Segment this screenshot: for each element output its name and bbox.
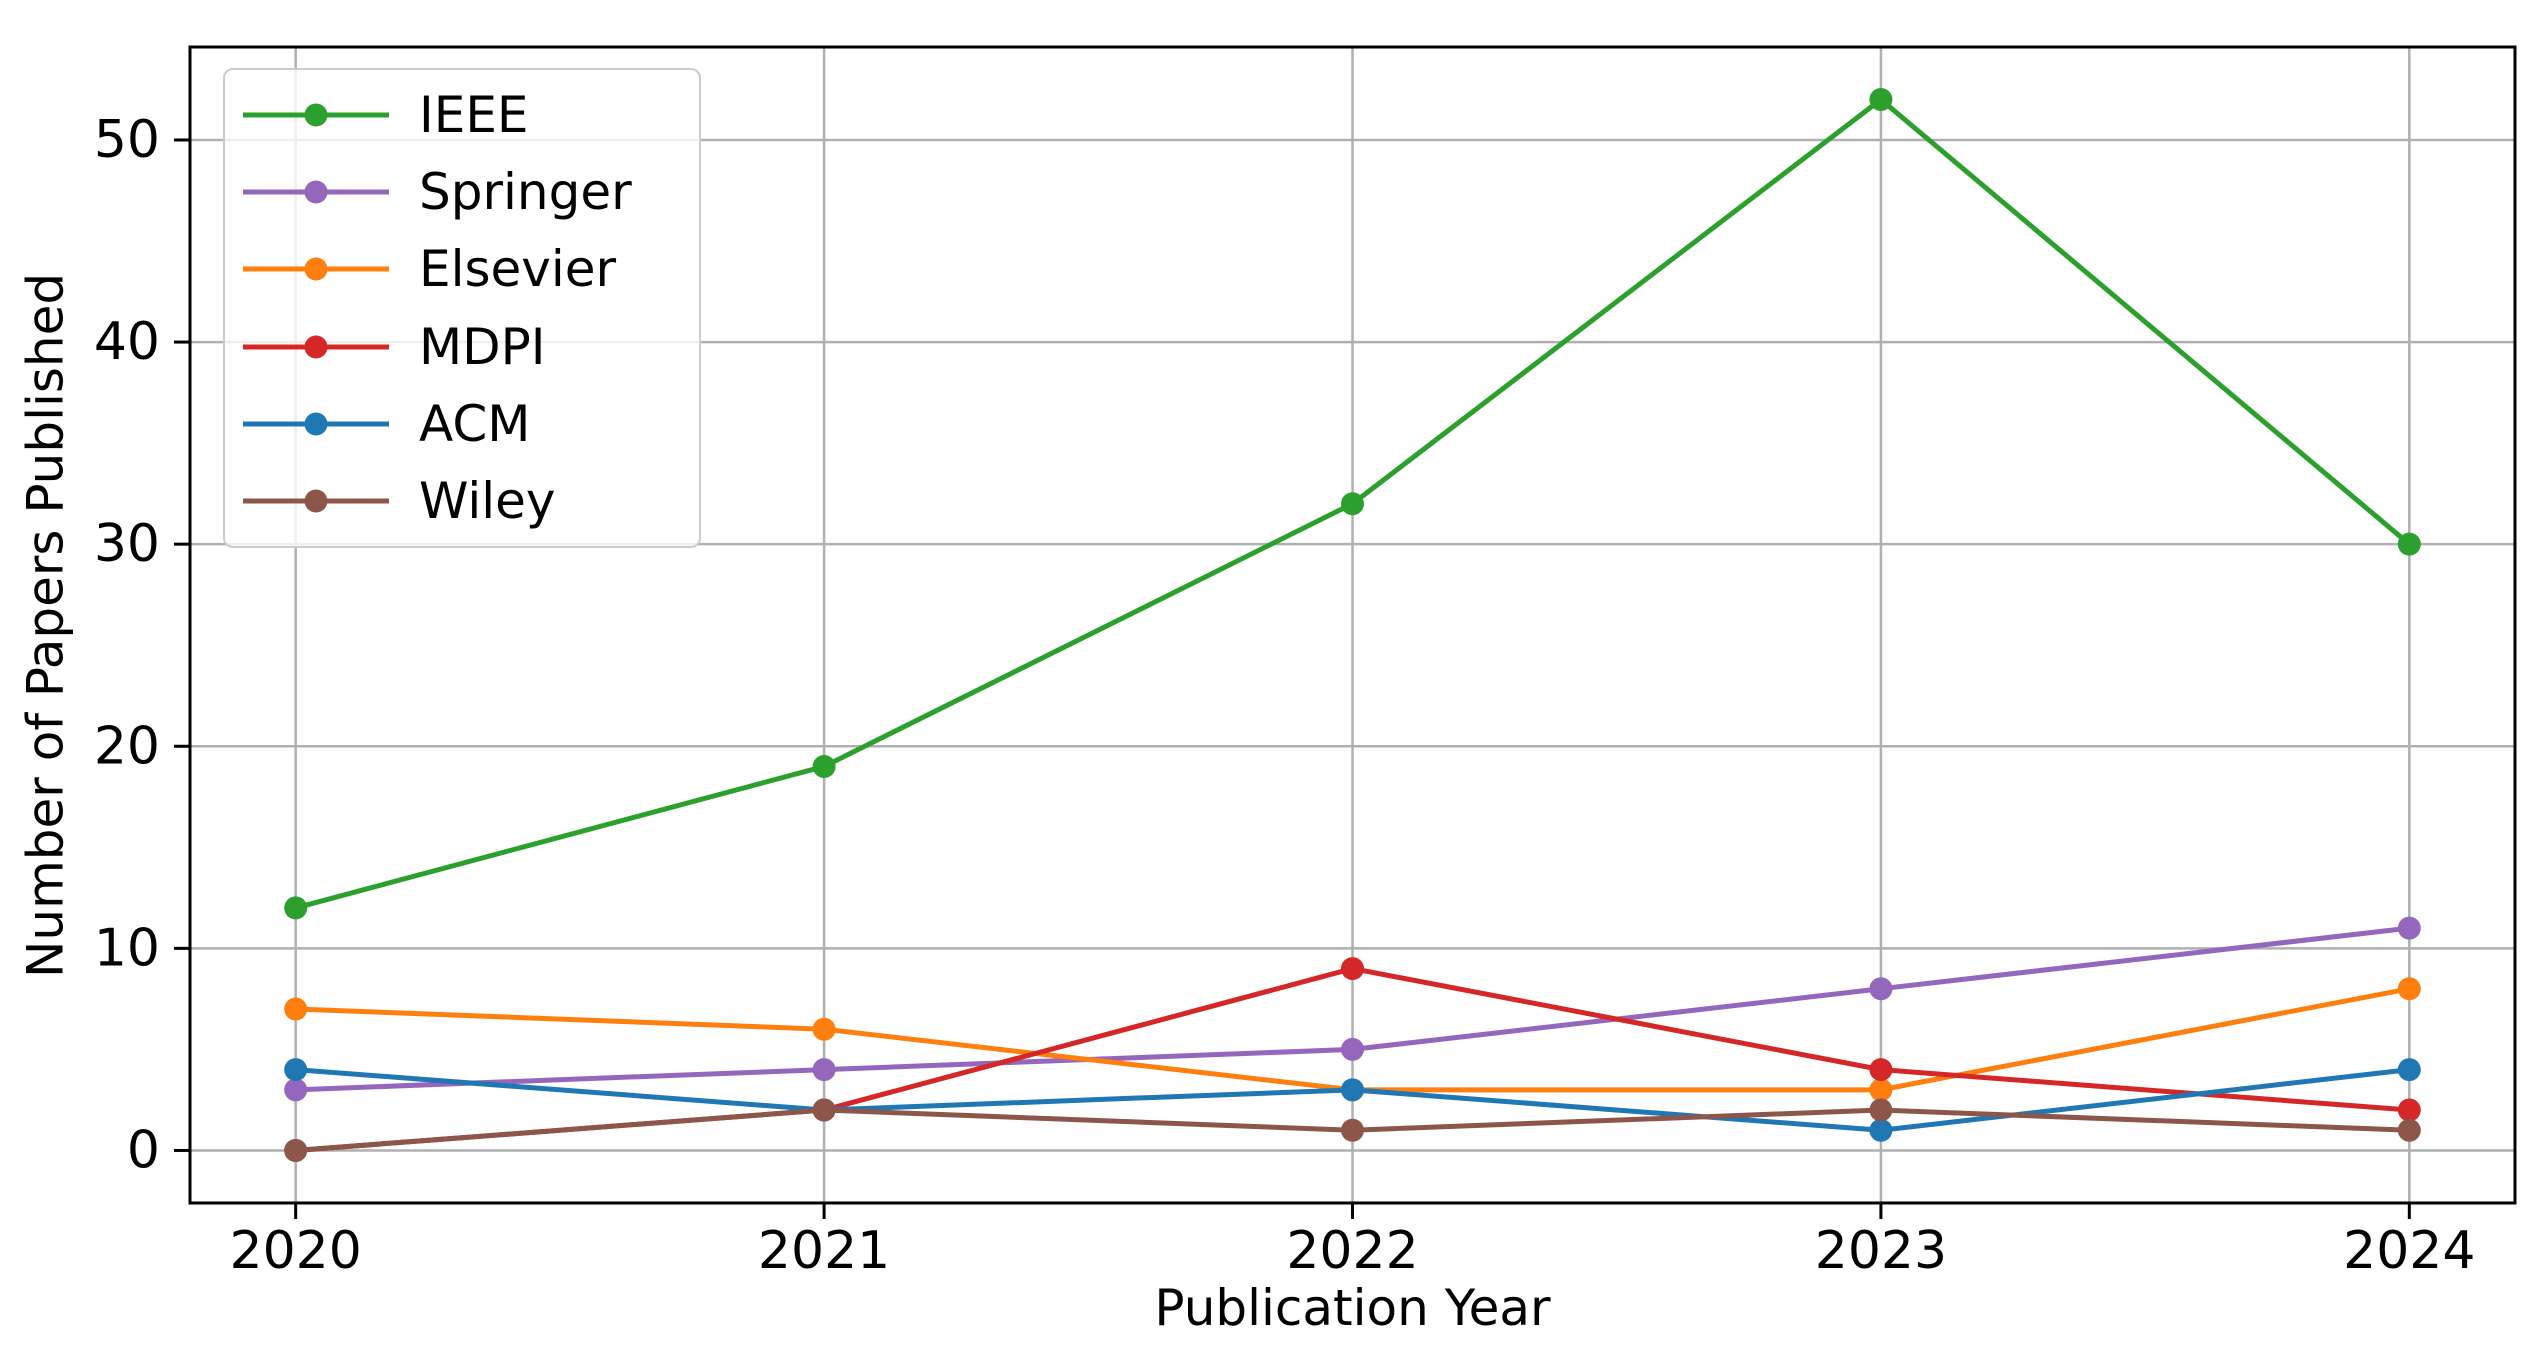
marker-acm-2023 xyxy=(1869,1118,1893,1142)
marker-wiley-2022 xyxy=(1341,1118,1364,1142)
marker-wiley-2024 xyxy=(2397,1118,2421,1142)
legend-item-elsevier: Elsevier xyxy=(225,244,699,294)
legend-label-ieee: IEEE xyxy=(419,85,529,144)
x-tick-label-2020: 2020 xyxy=(230,1221,362,1281)
y-tick-label-20: 20 xyxy=(94,716,160,776)
x-tick-label-2022: 2022 xyxy=(1286,1221,1418,1281)
series-springer xyxy=(284,916,2421,1102)
y-tick-label-50: 50 xyxy=(94,110,160,170)
marker-wiley-2023 xyxy=(1869,1098,1893,1122)
marker-springer-2022 xyxy=(1341,1037,1364,1061)
legend-swatch-wiley xyxy=(243,489,389,513)
marker-elsevier-2024 xyxy=(2397,977,2421,1001)
legend-label-acm: ACM xyxy=(419,394,531,453)
legend-item-ieee: IEEE xyxy=(225,90,699,140)
marker-acm-2022 xyxy=(1341,1078,1364,1102)
legend-item-springer: Springer xyxy=(225,167,699,217)
legend-swatch-mdpi xyxy=(243,335,389,359)
marker-springer-2020 xyxy=(284,1078,308,1102)
y-tick-label-10: 10 xyxy=(94,918,160,978)
marker-acm-2020 xyxy=(284,1058,308,1082)
legend: IEEE Springer Elsevier MDPI ACM Wiley xyxy=(223,68,701,548)
marker-elsevier-2020 xyxy=(284,997,308,1021)
marker-ieee-2020 xyxy=(284,896,308,920)
x-tick-label-2021: 2021 xyxy=(758,1221,890,1281)
legend-label-mdpi: MDPI xyxy=(419,317,546,376)
x-tick-label-2024: 2024 xyxy=(2343,1221,2475,1281)
marker-mdpi-2022 xyxy=(1341,957,1364,981)
marker-springer-2024 xyxy=(2397,916,2421,940)
y-tick-label-40: 40 xyxy=(94,312,160,372)
legend-item-acm: ACM xyxy=(225,399,699,449)
ticks: 0 10 20 30 40 50 2020 2021 2022 2023 2024 xyxy=(94,110,2476,1281)
marker-springer-2023 xyxy=(1869,977,1893,1001)
y-tick-label-0: 0 xyxy=(127,1120,160,1180)
legend-label-wiley: Wiley xyxy=(419,472,556,531)
x-tick-label-2023: 2023 xyxy=(1815,1221,1947,1281)
legend-item-mdpi: MDPI xyxy=(225,322,699,372)
marker-ieee-2023 xyxy=(1869,88,1893,112)
legend-swatch-springer xyxy=(243,180,389,204)
marker-springer-2021 xyxy=(812,1058,836,1082)
y-tick-label-30: 30 xyxy=(94,514,160,574)
marker-ieee-2024 xyxy=(2397,532,2421,556)
marker-elsevier-2021 xyxy=(812,1017,836,1041)
legend-swatch-acm xyxy=(243,412,389,436)
series-ieee xyxy=(284,88,2421,920)
marker-wiley-2020 xyxy=(284,1138,308,1162)
marker-acm-2024 xyxy=(2397,1058,2421,1082)
legend-label-springer: Springer xyxy=(419,162,632,221)
marker-wiley-2021 xyxy=(812,1098,836,1122)
marker-elsevier-2023 xyxy=(1869,1078,1893,1102)
marker-mdpi-2024 xyxy=(2397,1098,2421,1122)
marker-mdpi-2023 xyxy=(1869,1058,1893,1082)
marker-ieee-2021 xyxy=(812,754,836,778)
legend-label-elsevier: Elsevier xyxy=(419,240,617,299)
series-wiley xyxy=(284,1098,2421,1162)
legend-swatch-ieee xyxy=(243,103,389,127)
legend-swatch-elsevier xyxy=(243,257,389,281)
y-axis-label: Number of Papers Published xyxy=(16,272,75,978)
x-axis-label: Publication Year xyxy=(1154,1279,1551,1337)
marker-ieee-2022 xyxy=(1341,492,1364,516)
legend-item-wiley: Wiley xyxy=(225,476,699,526)
